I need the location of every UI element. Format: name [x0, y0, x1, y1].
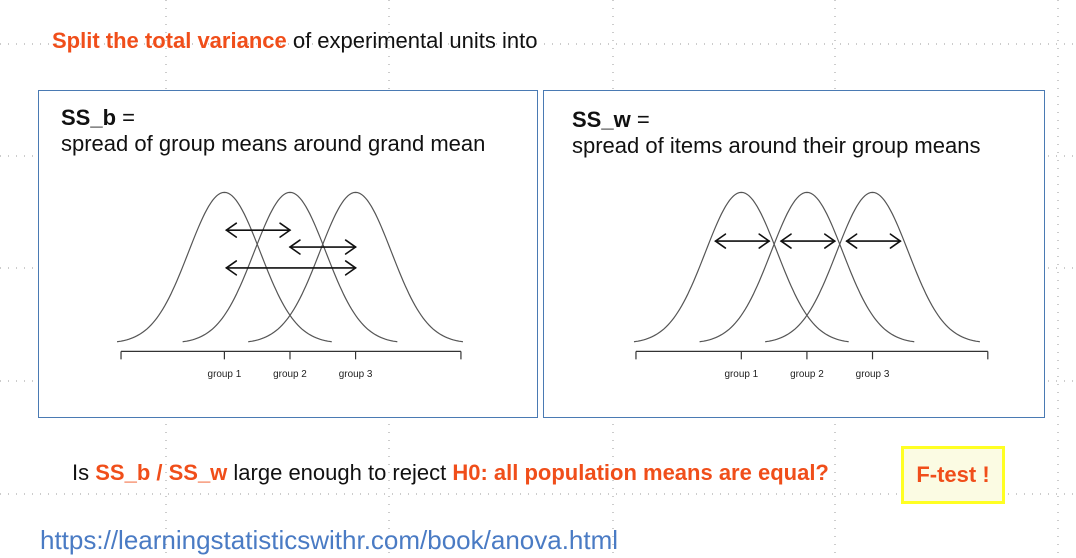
double-arrow-1-3	[224, 260, 357, 276]
group-2-curve	[182, 191, 398, 343]
ss-w-heading: SS_w = spread of items around their grou…	[572, 107, 980, 159]
group-1-curve	[633, 191, 849, 343]
tick-label-group-2: group 2	[790, 369, 824, 380]
group-3-curve	[765, 191, 980, 343]
f-test-badge: F-test !	[901, 446, 1005, 504]
question-prefix: Is	[72, 460, 96, 485]
ss-w-description: spread of items around their group means	[572, 133, 981, 158]
ss-w-panel: group 1 group 2 group 3 SS_w = sprea	[543, 90, 1045, 418]
tick-label-group-1: group 1	[724, 369, 758, 380]
ss-w-label: SS_w	[572, 107, 631, 132]
reference-link[interactable]: https://learningstatisticswithr.com/book…	[40, 525, 619, 555]
group-3-curve	[248, 191, 464, 343]
double-arrow-group-2	[779, 233, 837, 249]
ss-w-plot: group 1 group 2 group 3	[633, 191, 989, 380]
tick-label-group-3: group 3	[856, 369, 890, 380]
question-middle: large enough to reject	[227, 460, 453, 485]
tick-label-group-3: group 3	[339, 369, 373, 380]
question-hypothesis: H0: all population means are equal?	[452, 460, 829, 485]
double-arrow-group-3	[845, 233, 902, 249]
group-2-curve	[699, 191, 915, 343]
tick-label-group-2: group 2	[273, 369, 307, 380]
ss-b-eq: =	[116, 105, 135, 130]
double-arrow-group-1	[714, 233, 771, 249]
title-highlight: Split the total variance	[52, 28, 287, 53]
f-ratio-question: Is SS_b / SS_w large enough to reject H0…	[72, 460, 829, 486]
ss-b-panel: group 1 group 2 group 3 SS_b = sprea	[38, 90, 538, 418]
ss-b-heading: SS_b = spread of group means around gran…	[61, 105, 485, 157]
ss-b-description: spread of group means around grand mean	[61, 131, 486, 156]
ss-w-eq: =	[630, 107, 650, 132]
double-arrow-1-2	[224, 222, 292, 238]
ss-b-plot: group 1 group 2 group 3	[116, 191, 464, 380]
ss-b-label: SS_b	[61, 105, 117, 130]
group-1-curve	[116, 191, 332, 343]
tick-label-group-1: group 1	[208, 369, 242, 380]
slide-title: Split the total variance of experimental…	[52, 28, 537, 54]
title-rest: of experimental units into	[286, 28, 538, 53]
question-ratio: SS_b / SS_w	[95, 460, 228, 485]
double-arrow-2-3	[288, 239, 357, 255]
